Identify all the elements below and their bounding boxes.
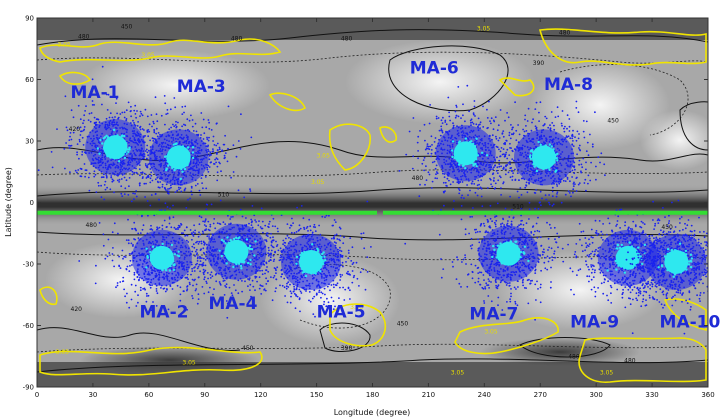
coastline-label: 3.05	[317, 152, 331, 159]
coastline-label: 3.05	[311, 179, 325, 186]
x-tick-label: 180	[366, 391, 379, 399]
y-axis-label: Latitude (degree)	[4, 167, 13, 237]
contour-label: 420	[71, 306, 83, 313]
scatter-clouds	[37, 65, 708, 335]
coastlines	[39, 28, 707, 383]
region-core-ma-7	[496, 241, 521, 266]
contour-label: 480	[341, 36, 353, 43]
x-tick-label: 0	[35, 391, 39, 399]
region-core-ma-1	[103, 135, 128, 160]
region-labels: MA-1 MA-2 MA-3 MA-4 MA-5 MA-6 MA-7 MA-8 MA-9 MA-1…	[71, 58, 720, 332]
x-tick-label: 150	[310, 391, 323, 399]
x-tick-label: 210	[422, 391, 435, 399]
x-tick-label: 30	[88, 391, 97, 399]
x-tick-label: 120	[254, 391, 267, 399]
contour-label: 420	[69, 126, 81, 133]
x-tick-label: 60	[144, 391, 153, 399]
x-tick-label: 300	[589, 391, 602, 399]
region-label-ma-6: MA-6	[410, 58, 459, 78]
y-tick-label: -60	[23, 322, 34, 330]
contour-label: 450	[242, 345, 254, 352]
coastline-label: 3.05	[56, 349, 70, 356]
contour-label: 480	[85, 222, 97, 229]
contour-label: 480	[624, 357, 636, 364]
contour-label: 390	[533, 60, 545, 67]
x-tick-label: 270	[534, 391, 547, 399]
contour-label: 510	[512, 204, 524, 211]
region-core-ma-8	[531, 145, 556, 170]
region-cloud-ma-5	[249, 200, 407, 318]
region-cloud-ma-2	[78, 194, 229, 317]
x-tick-label: 240	[478, 391, 491, 399]
region-cloud-ma-1	[37, 65, 186, 214]
contour-label: 450	[121, 23, 133, 30]
region-label-ma-7: MA-7	[469, 304, 518, 324]
contour-label: 480	[568, 353, 580, 360]
contour-label: 450	[607, 118, 619, 125]
region-core-ma-2	[149, 245, 174, 270]
x-tick-label: 360	[701, 391, 714, 399]
x-tick-label: 330	[645, 391, 658, 399]
y-tick-label: 0	[30, 199, 34, 207]
coastline-label: 3.05	[141, 52, 155, 59]
region-core-ma-4	[224, 239, 249, 264]
region-cloud-ma-7	[438, 194, 589, 321]
x-tick-label: 90	[200, 391, 209, 399]
region-core-ma-9	[615, 245, 640, 270]
region-label-ma-3: MA-3	[177, 77, 226, 97]
x-axis-ticks: 0 30 60 90 120 150 180 210 240 270 300 330 360	[35, 18, 715, 399]
region-cloud-ma-8	[476, 100, 606, 245]
region-core-ma-5	[298, 249, 323, 274]
contour-label: 480	[559, 29, 571, 36]
contour-label: 510	[218, 191, 230, 198]
y-tick-label: -30	[23, 261, 34, 269]
coastline-label: 3.05	[58, 42, 72, 49]
region-label-ma-5: MA-5	[317, 302, 366, 322]
region-label-ma-8: MA-8	[544, 75, 593, 95]
region-cloud-ma-3	[103, 96, 253, 230]
region-cloud-ma-4	[170, 188, 294, 319]
coastline-label: 3.05	[600, 370, 614, 377]
x-axis-label: Longitude (degree)	[334, 408, 411, 417]
coastline-label: 3.05	[182, 359, 196, 366]
contour-label: 480	[412, 175, 424, 182]
y-tick-label: -90	[23, 384, 34, 392]
region-cloud-ma-10	[614, 199, 708, 335]
contour-label: 480	[78, 34, 90, 41]
region-label-ma-4: MA-4	[208, 294, 257, 314]
region-core-ma-10	[664, 249, 689, 274]
region-label-ma-1: MA-1	[71, 83, 120, 103]
region-label-ma-10: MA-10	[660, 313, 720, 333]
region-cloud-ma-6	[398, 84, 522, 215]
y-tick-label: 90	[25, 15, 34, 23]
coastline-label: 3.05	[477, 25, 491, 32]
contour-label: 450	[661, 224, 673, 231]
region-label-ma-2: MA-2	[140, 302, 189, 322]
contour-labels: 480 450 480 480 480 390 420 450 480 510 510 480 450 4…	[69, 23, 673, 364]
y-tick-label: 30	[25, 138, 34, 146]
region-core-ma-6	[453, 141, 478, 166]
region-core-ma-3	[166, 145, 191, 170]
coastline-label: 3.05	[484, 329, 498, 336]
contour-label: 480	[231, 36, 243, 43]
coastline-labels: 3.05 3.05 3.05 3.05 3.05 3.05 3.05 3.05 3.05 3.05…	[56, 25, 614, 376]
coastline-label: 3.05	[350, 304, 364, 311]
coastline-label: 3.05	[451, 370, 465, 377]
y-tick-label: 60	[25, 76, 34, 84]
region-label-ma-9: MA-9	[570, 313, 619, 333]
contour-label: 390	[341, 345, 353, 352]
contour-label: 450	[397, 321, 409, 328]
y-axis-ticks: -90 -60 -30 0 30 60 90	[23, 15, 708, 392]
